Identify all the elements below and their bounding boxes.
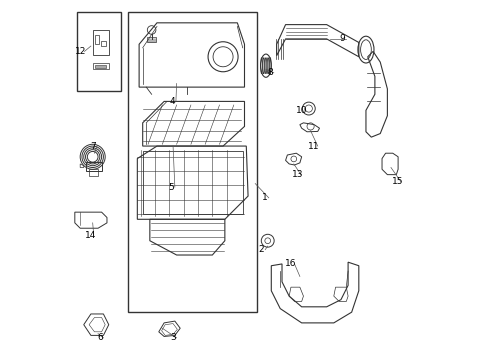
Text: 3: 3 — [170, 333, 176, 342]
Bar — [95, 35, 99, 44]
Bar — [85, 162, 102, 171]
Text: 11: 11 — [308, 141, 319, 150]
Text: 5: 5 — [168, 183, 174, 192]
Text: 4: 4 — [169, 97, 175, 106]
Bar — [101, 41, 106, 46]
Text: 15: 15 — [391, 177, 402, 186]
Bar — [93, 63, 108, 69]
Text: 8: 8 — [267, 68, 272, 77]
Bar — [77, 12, 121, 91]
Text: 9: 9 — [339, 35, 345, 44]
Text: 6: 6 — [97, 333, 102, 342]
Text: 16: 16 — [285, 260, 296, 269]
Text: 14: 14 — [84, 231, 96, 240]
Text: 10: 10 — [295, 106, 306, 115]
Bar — [128, 12, 257, 312]
Bar — [142, 152, 242, 214]
Bar — [147, 37, 156, 42]
Text: 7: 7 — [90, 141, 96, 150]
Bar — [95, 64, 106, 68]
Bar — [93, 30, 108, 55]
Text: 1: 1 — [262, 193, 267, 202]
Bar — [89, 169, 98, 176]
Text: 2: 2 — [258, 245, 264, 254]
Text: 12: 12 — [75, 47, 86, 56]
Text: 13: 13 — [291, 170, 303, 179]
